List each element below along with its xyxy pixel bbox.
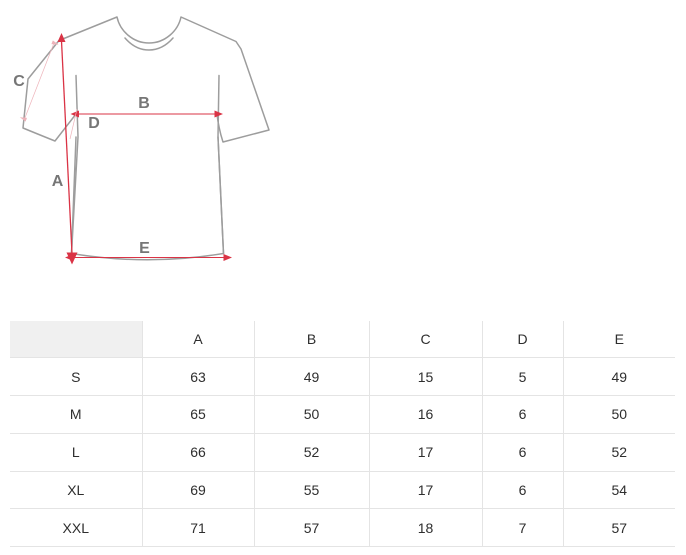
svg-text:B: B: [138, 95, 150, 112]
svg-text:D: D: [88, 115, 100, 132]
svg-text:E: E: [139, 240, 150, 257]
svg-text:C: C: [13, 73, 25, 90]
svg-text:A: A: [52, 173, 64, 190]
